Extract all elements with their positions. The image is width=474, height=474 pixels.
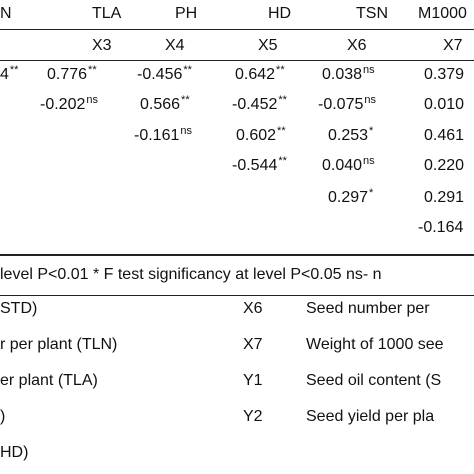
header-rule <box>0 29 474 30</box>
cell-r5-c6: 0.291 <box>424 189 465 206</box>
col-header-n: N <box>0 5 12 22</box>
legend-code-4: Y2 <box>243 408 263 425</box>
code-rule <box>0 60 474 61</box>
legend-code-3: Y1 <box>243 372 263 389</box>
cell-r3-c4: 0.602** <box>236 125 286 144</box>
col-header-tsn: TSN <box>356 5 388 22</box>
cell-r2-c4: -0.452** <box>232 94 287 113</box>
col-header-tla: TLA <box>92 5 122 22</box>
cell-r1-c4: 0.642** <box>235 64 285 83</box>
cell-r3-c6: 0.461 <box>424 127 465 144</box>
legend-right-3: Seed oil content (S <box>306 372 442 389</box>
legend-right-4: Seed yield per pla <box>306 408 435 425</box>
col-header-m1000: M1000 <box>418 5 467 22</box>
legend-right-2: Weight of 1000 see <box>306 336 444 353</box>
cell-r4-c5: 0.040ns <box>322 155 375 174</box>
legend-right-1: Seed number per <box>306 300 430 317</box>
significance-footnote: level P<0.01 * F test significancy at le… <box>0 266 382 283</box>
cell-r1-c6: 0.379 <box>424 66 465 83</box>
cell-r2-c5: -0.075ns <box>318 94 376 113</box>
cell-r1-c3: -0.456** <box>137 64 192 83</box>
legend-left-1: STD) <box>0 300 38 317</box>
cell-r1-c2: 0.776** <box>47 64 97 83</box>
cell-r4-c4: -0.544** <box>232 155 287 174</box>
code-x4: X4 <box>165 37 185 54</box>
legend-left-5: HD) <box>0 444 29 461</box>
col-header-hd: HD <box>268 5 292 22</box>
legend-left-3: er plant (TLA) <box>0 372 98 389</box>
legend-left-2: r per plant (TLN) <box>0 336 118 353</box>
cell-r2-c6: 0.010 <box>424 96 465 113</box>
code-x5: X5 <box>258 37 278 54</box>
col-header-ph: PH <box>175 5 198 22</box>
cell-r1-c5: 0.038ns <box>322 64 375 83</box>
legend-code-1: X6 <box>243 300 263 317</box>
footnote-rule <box>0 295 474 296</box>
code-x6: X6 <box>347 37 367 54</box>
code-x3: X3 <box>92 37 112 54</box>
cell-r5-c5: 0.297* <box>328 187 374 206</box>
cell-r3-c3: -0.161ns <box>134 125 192 144</box>
legend-left-4: ) <box>0 408 6 425</box>
legend-code-2: X7 <box>243 336 263 353</box>
cell-r6-c6: -0.164 <box>418 219 464 236</box>
table-bottom-rule <box>0 254 474 256</box>
cell-r2-c2: -0.202ns <box>40 94 98 113</box>
cell-r1-c1: 4** <box>0 64 19 83</box>
code-x7: X7 <box>443 37 463 54</box>
cell-r2-c3: 0.566** <box>140 94 190 113</box>
cell-r3-c5: 0.253* <box>328 125 374 144</box>
cell-r4-c6: 0.220 <box>424 157 465 174</box>
